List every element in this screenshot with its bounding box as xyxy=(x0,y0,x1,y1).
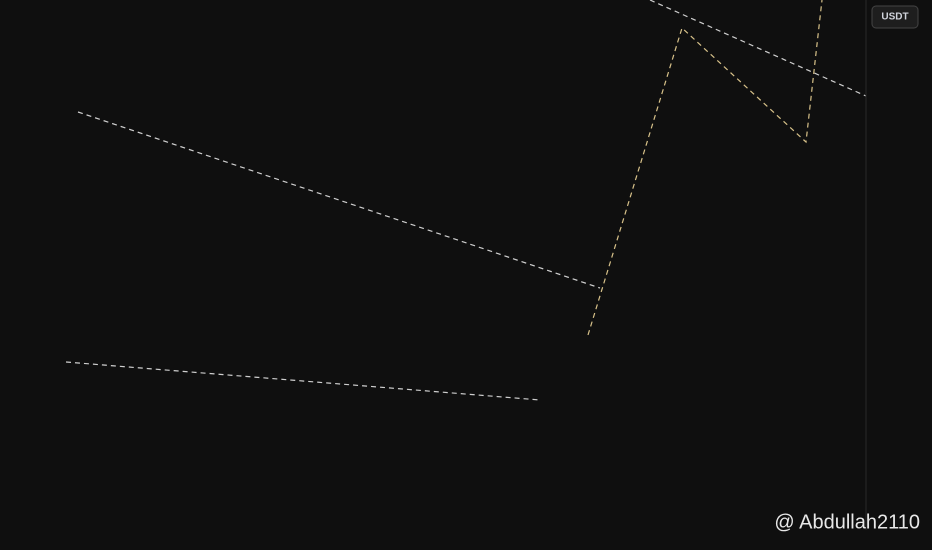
trend-line xyxy=(649,0,867,97)
trend-line xyxy=(65,361,541,401)
projection-path xyxy=(587,0,823,336)
currency-button[interactable] xyxy=(871,5,919,29)
watermark: @ Abdullah2110 xyxy=(774,511,920,533)
trend-line xyxy=(77,111,601,289)
price-axis xyxy=(866,0,932,550)
currency-label: USDT xyxy=(881,12,908,23)
